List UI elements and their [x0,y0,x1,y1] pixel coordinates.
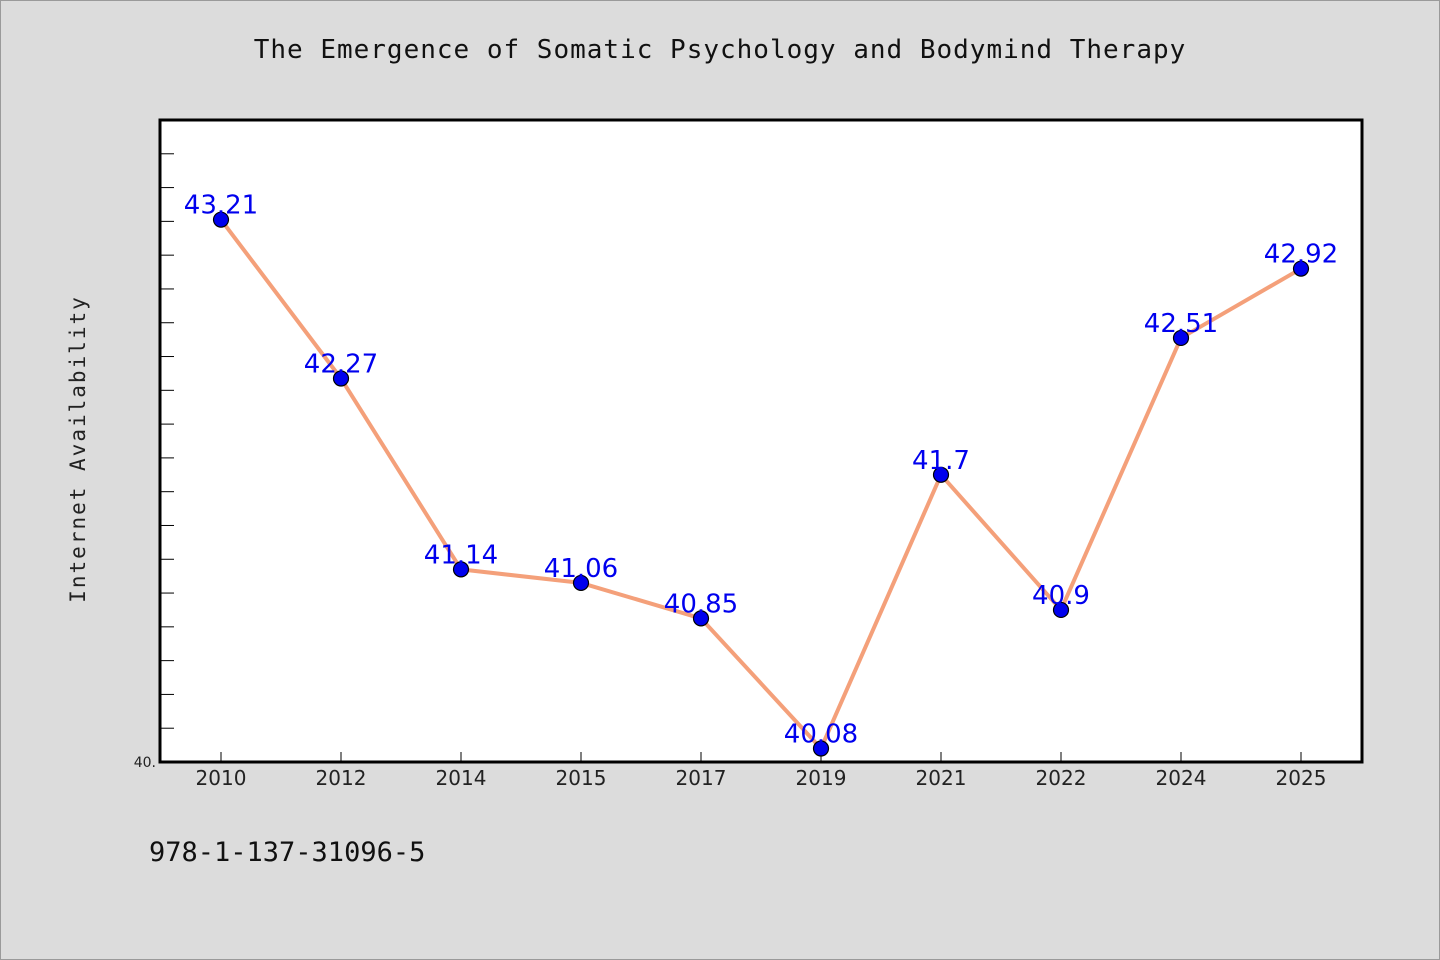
x-tick-label: 2021 [916,766,967,790]
plot-frame [158,118,1364,764]
data-label: 42.27 [304,349,378,379]
data-point-marker [1172,329,1190,347]
x-tick-label: 2014 [436,766,487,790]
data-label: 41.7 [912,446,970,476]
data-point-marker [452,561,470,578]
x-tick-label: 2017 [676,766,727,790]
data-label: 42.51 [1144,309,1218,339]
data-label: 40.9 [1032,581,1090,611]
data-label: 43.21 [184,191,258,221]
x-tick-label: 2010 [196,766,247,790]
x-tick-label: 2022 [1036,766,1087,790]
data-label: 40.08 [784,719,858,749]
data-point-marker [1292,260,1310,277]
data-label: 40.85 [664,589,738,619]
data-label: 41.14 [424,540,498,570]
x-tick-label: 2015 [556,766,607,790]
y-tick-label: 40. [134,755,156,771]
data-label: 41.06 [544,554,618,584]
data-point-marker [812,740,830,757]
isbn-text: 978-1-137-31096-5 [149,837,426,868]
data-point-marker [332,370,350,387]
series-line [219,217,1303,751]
data-point-marker [932,466,950,483]
x-tick-label: 2012 [316,766,367,790]
x-tick-label: 2025 [1276,766,1327,790]
data-label: 42.92 [1264,240,1338,270]
data-point-marker [1052,601,1070,619]
x-tick-label: 2024 [1156,766,1207,790]
chart-title: The Emergence of Somatic Psychology and … [253,35,1187,65]
data-point-marker [212,211,230,228]
data-point-marker [692,610,710,627]
x-tick-label: 2019 [796,766,847,790]
data-point-marker [572,574,590,592]
